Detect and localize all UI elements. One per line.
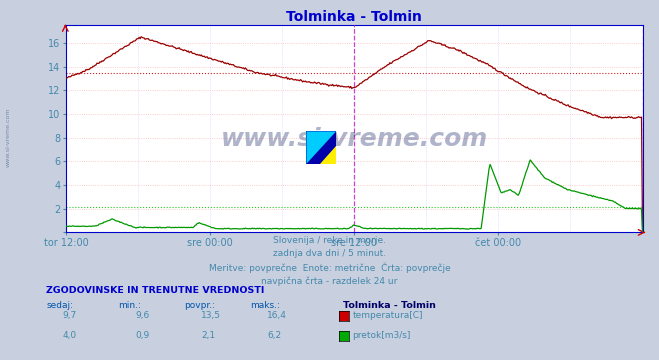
Title: Tolminka - Tolmin: Tolminka - Tolmin bbox=[286, 10, 422, 24]
Text: www.si-vreme.com: www.si-vreme.com bbox=[221, 127, 488, 151]
Text: maks.:: maks.: bbox=[250, 301, 280, 310]
Text: www.si-vreme.com: www.si-vreme.com bbox=[5, 107, 11, 167]
Polygon shape bbox=[306, 131, 336, 164]
Text: pretok[m3/s]: pretok[m3/s] bbox=[353, 331, 411, 340]
Text: 9,6: 9,6 bbox=[135, 311, 150, 320]
Text: ZGODOVINSKE IN TRENUTNE VREDNOSTI: ZGODOVINSKE IN TRENUTNE VREDNOSTI bbox=[46, 286, 264, 295]
Polygon shape bbox=[320, 146, 336, 164]
Text: 2,1: 2,1 bbox=[201, 331, 215, 340]
Text: Tolminka - Tolmin: Tolminka - Tolmin bbox=[343, 301, 436, 310]
Text: 0,9: 0,9 bbox=[135, 331, 150, 340]
Text: Slovenija / reke in morje.
zadnja dva dni / 5 minut.
Meritve: povprečne  Enote: : Slovenija / reke in morje. zadnja dva dn… bbox=[209, 236, 450, 287]
Text: 6,2: 6,2 bbox=[267, 331, 281, 340]
Text: temperatura[C]: temperatura[C] bbox=[353, 311, 423, 320]
Text: 4,0: 4,0 bbox=[63, 331, 76, 340]
Text: sedaj:: sedaj: bbox=[46, 301, 73, 310]
Text: 9,7: 9,7 bbox=[63, 311, 77, 320]
Text: 13,5: 13,5 bbox=[201, 311, 221, 320]
Text: min.:: min.: bbox=[119, 301, 142, 310]
Polygon shape bbox=[306, 131, 336, 164]
Text: povpr.:: povpr.: bbox=[185, 301, 215, 310]
Text: 16,4: 16,4 bbox=[267, 311, 287, 320]
